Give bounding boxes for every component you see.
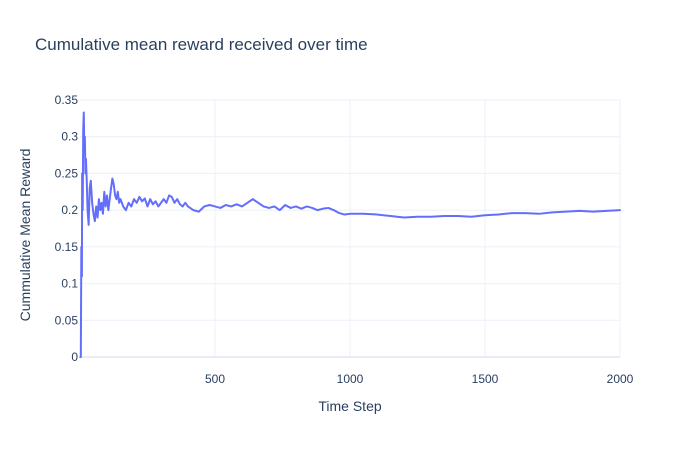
y-tick-label: 0 — [71, 350, 78, 364]
x-axis-ticks: 500 1000 1500 2000 — [205, 372, 634, 386]
gridlines — [80, 99, 621, 358]
y-tick-label: 0.25 — [55, 166, 79, 180]
y-axis-title: Cummulative Mean Reward — [17, 149, 33, 322]
x-tick-label: 1500 — [472, 372, 499, 386]
x-tick-label: 500 — [205, 372, 225, 386]
x-tick-label: 2000 — [607, 372, 634, 386]
x-axis-title: Time Step — [318, 398, 381, 414]
y-axis-ticks: 0 0.05 0.1 0.15 0.2 0.25 0.3 0.35 — [55, 93, 79, 364]
x-tick-label: 1000 — [337, 372, 364, 386]
y-tick-label: 0.3 — [61, 130, 78, 144]
y-tick-label: 0.35 — [55, 93, 79, 107]
y-tick-label: 0.05 — [55, 313, 79, 327]
chart-title: Cumulative mean reward received over tim… — [35, 35, 368, 54]
plot-area — [79, 111, 621, 358]
series-line-0 — [79, 111, 621, 358]
y-tick-label: 0.2 — [61, 203, 78, 217]
y-tick-label: 0.15 — [55, 240, 79, 254]
y-tick-label: 0.1 — [61, 277, 78, 291]
